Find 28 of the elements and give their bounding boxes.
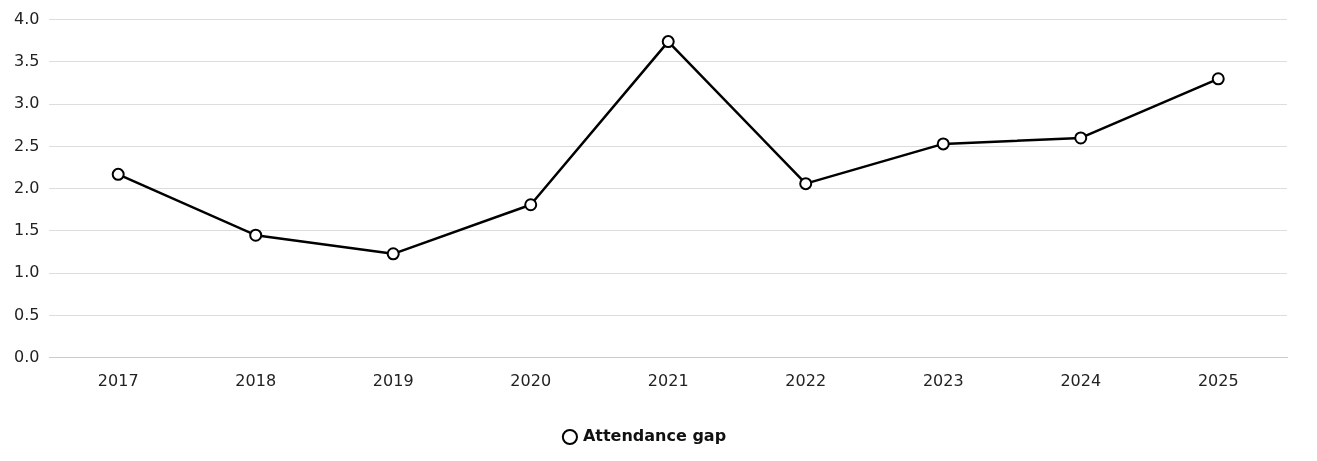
point — [936, 137, 950, 151]
x-tick-label: 2017 — [97, 370, 139, 390]
legend-label: Attendance gap — [582, 426, 727, 446]
y-tick-label: 1.5 — [13, 220, 40, 240]
y-tick-label: 1.0 — [13, 262, 40, 282]
x-tick-label: 2023 — [922, 370, 964, 390]
point — [386, 247, 400, 261]
point — [524, 198, 538, 212]
point — [799, 177, 813, 191]
x-tick-label: 2021 — [647, 370, 689, 390]
y-tick-label: 0.5 — [13, 304, 40, 324]
y-tick-label: 3.0 — [13, 93, 40, 113]
y-tick-label: 2.5 — [13, 135, 40, 155]
x-tick-label: 2022 — [785, 370, 827, 390]
y-tick-label: 0.0 — [13, 346, 40, 366]
point — [1211, 72, 1225, 86]
point — [1074, 131, 1088, 145]
x-tick-label: 2020 — [510, 370, 552, 390]
point — [111, 167, 125, 181]
point — [249, 228, 263, 242]
x-tick-label: 2019 — [372, 370, 414, 390]
x-tick-label: 2024 — [1060, 370, 1102, 390]
y-tick-label: 2.0 — [13, 177, 40, 197]
x-tick-label: 2018 — [235, 370, 277, 390]
point — [661, 35, 675, 49]
x-tick-label: 2025 — [1197, 370, 1239, 390]
y-tick-label: 3.5 — [13, 51, 40, 71]
y-tick-label: 4.0 — [13, 8, 40, 28]
